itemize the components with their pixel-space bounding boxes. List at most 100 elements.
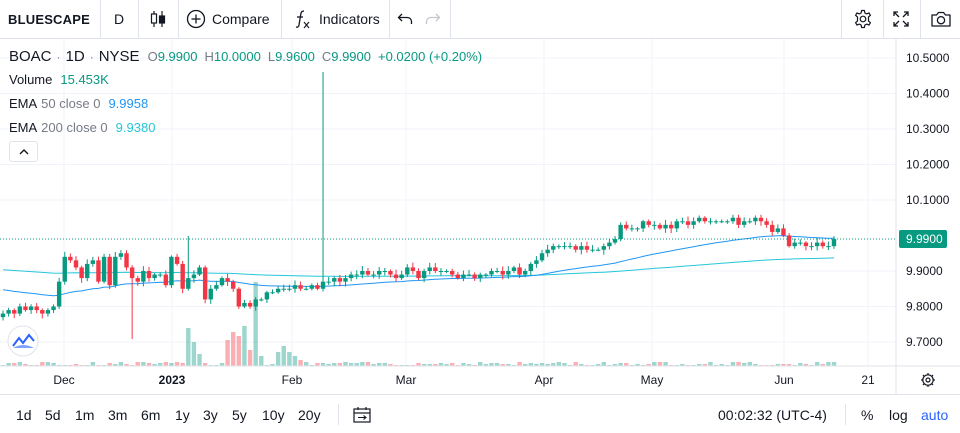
candle-body [444, 271, 449, 272]
collapse-legend-button[interactable] [9, 141, 38, 162]
range-button-3y[interactable]: 3y [203, 406, 218, 423]
candle-body [685, 221, 691, 225]
volume-bar [259, 356, 264, 366]
candle-body [820, 242, 825, 247]
gear-icon[interactable] [921, 373, 935, 387]
candle-body [494, 271, 500, 272]
compare-button[interactable]: Compare [178, 0, 281, 38]
candle-body [607, 242, 612, 247]
volume-bar [124, 364, 129, 366]
volume-bar [270, 364, 275, 366]
fullscreen-button[interactable] [884, 0, 918, 38]
undo-icon [397, 13, 413, 24]
volume-bar [427, 364, 432, 366]
volume-bar [539, 363, 545, 366]
snapshot-button[interactable] [922, 0, 960, 38]
candle-body [461, 274, 466, 279]
candle-body [12, 310, 17, 314]
candle-body [725, 221, 730, 223]
volume-bar [786, 364, 792, 366]
log-scale-button[interactable]: log [889, 406, 908, 423]
goto-date-button[interactable] [352, 395, 372, 433]
price-chart[interactable]: 10.5000 10.4000 10.3000 10.2000 10.1000 9.900… [0, 39, 960, 394]
chart-type-button[interactable] [138, 0, 178, 38]
candle-body [410, 267, 416, 271]
volume-bar [180, 363, 185, 366]
candle-body [826, 246, 831, 248]
interval-button[interactable]: D [113, 11, 125, 27]
range-button-5d[interactable]: 5d [45, 406, 61, 423]
candle-body [635, 228, 640, 230]
volume-bar [354, 363, 359, 366]
volume-bar [702, 364, 708, 366]
candle-body [6, 310, 11, 314]
range-button-10y[interactable]: 10y [262, 406, 285, 423]
candle-body [348, 274, 354, 279]
ema50-legend: EMA 50 close 0 9.9958 [9, 96, 148, 111]
volume-bar [545, 364, 550, 366]
candle-body [85, 263, 90, 279]
clock-timezone[interactable]: 00:02:32 (UTC-4) [718, 406, 827, 423]
candle-body [208, 288, 213, 300]
candle-body [186, 278, 191, 289]
undo-button[interactable] [392, 0, 418, 38]
candle-body [152, 274, 157, 279]
candle-body [73, 260, 79, 268]
candle-body [158, 274, 163, 276]
toolbar-separator [883, 0, 884, 38]
low-value: 9.9600 [275, 49, 315, 64]
volume-bar [562, 363, 567, 366]
volume-bar [618, 363, 623, 366]
time-tick-label: Jun [774, 373, 793, 387]
candle-body [517, 267, 522, 275]
toolbar-separator [338, 404, 339, 425]
symbol-search-button[interactable]: BLUESCAPE [8, 11, 90, 27]
percent-scale-button[interactable]: % [861, 406, 874, 423]
tradingview-logo-icon[interactable] [7, 325, 39, 357]
range-button-6m[interactable]: 6m [141, 406, 161, 423]
volume-bar [506, 364, 511, 366]
candle-body [624, 224, 629, 229]
price-axis[interactable]: 10.5000 10.4000 10.3000 10.2000 10.1000 9.900… [0, 39, 950, 394]
volume-bar [281, 346, 286, 366]
candle-body [534, 260, 539, 264]
volume-bar [551, 363, 556, 366]
candle-body [775, 228, 781, 232]
candle-body [180, 263, 185, 289]
range-button-3m[interactable]: 3m [108, 406, 128, 423]
volume-bar [388, 364, 393, 366]
candle-body [202, 267, 208, 300]
volume-bar [298, 360, 303, 366]
auto-scale-button[interactable]: auto [921, 406, 949, 423]
volume-bar [657, 362, 663, 366]
candle-body [781, 228, 786, 236]
candle-body [421, 271, 427, 279]
candle-body [584, 246, 590, 250]
chart-area[interactable]: 10.5000 10.4000 10.3000 10.2000 10.1000 9.900… [0, 39, 960, 394]
time-tick-label: 21 [861, 373, 875, 387]
range-button-1m[interactable]: 1m [75, 406, 95, 423]
settings-button[interactable] [846, 0, 880, 38]
candle-body [539, 253, 545, 261]
candle-body [798, 242, 803, 244]
range-button-5y[interactable]: 5y [232, 406, 247, 423]
candle-body [399, 274, 404, 279]
volume-bar [236, 336, 242, 366]
volume-label: Volume [9, 72, 53, 87]
range-button-20y[interactable]: 20y [298, 406, 321, 423]
open-label: O [147, 49, 158, 64]
volume-bar [326, 364, 331, 366]
range-button-1d[interactable]: 1d [16, 406, 32, 423]
candle-body [247, 302, 253, 307]
indicators-button[interactable]: Indicators [281, 0, 389, 38]
candle-body [489, 271, 494, 275]
volume-bar [23, 364, 28, 366]
range-button-1y[interactable]: 1y [175, 406, 190, 423]
candle-body [612, 239, 618, 243]
candle-body [376, 271, 382, 275]
volume-bar [247, 350, 253, 366]
time-axis[interactable]: Dec 2023 Feb Mar Apr May Jun 21 [0, 365, 960, 387]
volume-bar [304, 362, 309, 366]
redo-button[interactable] [420, 0, 446, 38]
candle-body [433, 267, 438, 271]
